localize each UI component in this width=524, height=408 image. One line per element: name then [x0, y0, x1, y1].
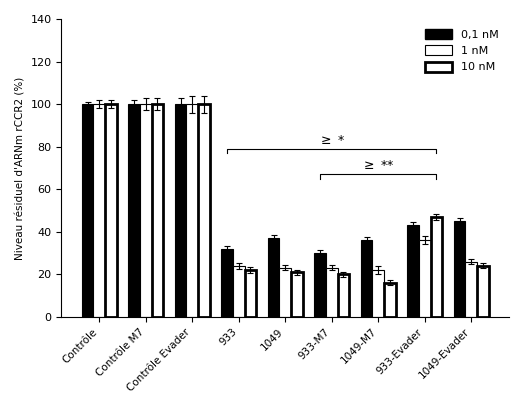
Bar	[151, 104, 163, 317]
Bar	[477, 266, 489, 317]
Bar	[175, 104, 187, 317]
Bar	[384, 283, 396, 317]
Bar	[128, 104, 140, 317]
Bar	[326, 268, 337, 317]
Bar	[337, 274, 349, 317]
Bar	[245, 270, 256, 317]
Bar	[431, 217, 442, 317]
Legend: 0,1 nM, 1 nM, 10 nM: 0,1 nM, 1 nM, 10 nM	[420, 24, 504, 77]
Bar	[279, 268, 291, 317]
Bar	[221, 249, 233, 317]
Bar	[105, 104, 117, 317]
Bar	[140, 104, 151, 317]
Bar	[198, 104, 210, 317]
Bar	[419, 240, 431, 317]
Y-axis label: Niveau résiduel d'ARNm rCCR2 (%): Niveau résiduel d'ARNm rCCR2 (%)	[15, 76, 25, 259]
Bar	[361, 240, 373, 317]
Bar	[187, 104, 198, 317]
Text: $\geq$ *: $\geq$ *	[318, 134, 345, 146]
Bar	[465, 262, 477, 317]
Bar	[291, 272, 303, 317]
Bar	[454, 221, 465, 317]
Text: $\geq$ **: $\geq$ **	[362, 159, 395, 172]
Bar	[268, 238, 279, 317]
Bar	[233, 266, 245, 317]
Bar	[314, 253, 326, 317]
Bar	[93, 104, 105, 317]
Bar	[407, 225, 419, 317]
Bar	[373, 270, 384, 317]
Bar	[82, 104, 93, 317]
